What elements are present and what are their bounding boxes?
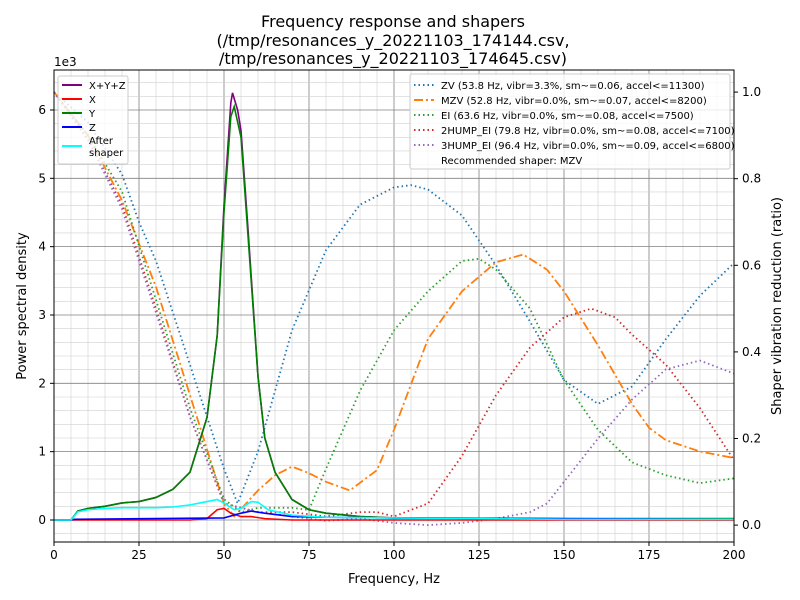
x-axis-label: Frequency, Hz — [348, 572, 440, 587]
shaper-legend-box — [409, 73, 731, 170]
axis-ticks: 0 25 50 75 100 125 150 175 200 0 1 2 3 4 5 6 0.0 0.2 0.4 0.… — [38, 85, 761, 562]
shaper-curves — [53, 91, 735, 527]
shaper-line-mzv — [53, 91, 735, 518]
legend-label: X — [89, 95, 96, 106]
legend-label: X+Y+Z — [89, 81, 126, 92]
x-tick-label: 100 — [383, 548, 406, 562]
psd-line-2 — [54, 103, 734, 521]
recommended-shaper-label: Recommended shaper: MZV — [441, 156, 582, 167]
legend-label: After — [89, 136, 114, 147]
psd-curves — [54, 92, 735, 521]
y-tick-label: 4 — [38, 240, 46, 254]
y-right-tick-label: 0.0 — [742, 518, 761, 532]
y-tick-label: 2 — [38, 376, 46, 390]
y-offset-label: 1e3 — [54, 55, 77, 69]
chart-title-line-1: Frequency response and shapers — [261, 12, 525, 31]
psd-line-4 — [54, 498, 734, 521]
x-tick-label: 175 — [638, 548, 661, 562]
x-tick-label: 0 — [50, 548, 58, 562]
shaper-line-zv — [53, 91, 735, 506]
x-tick-label: 50 — [216, 548, 231, 562]
legend-label: Y — [88, 109, 96, 120]
x-tick-label: 25 — [131, 548, 146, 562]
grid — [53, 70, 735, 542]
x-tick-label: 125 — [468, 548, 491, 562]
shaper-line-ei — [53, 91, 735, 514]
legend-label: shaper — [89, 148, 124, 159]
y-right-tick-label: 0.2 — [742, 432, 761, 446]
x-tick-label: 200 — [723, 548, 746, 562]
y-tick-label: 6 — [38, 103, 46, 117]
y-tick-label: 1 — [38, 445, 46, 459]
y-tick-label: 3 — [38, 308, 46, 322]
legend-label: MZV (52.8 Hz, vibr=0.0%, sm~=0.07, accel… — [441, 96, 707, 107]
legend-label: ZV (53.8 Hz, vibr=3.3%, sm~=0.06, accel<… — [441, 81, 705, 92]
legend-label: EI (63.6 Hz, vibr=0.0%, sm~=0.08, accel<… — [441, 111, 694, 122]
x-tick-label: 150 — [553, 548, 576, 562]
chart-title-line-2: (/tmp/resonances_y_20221103_174144.csv, — [216, 31, 569, 51]
y-right-tick-label: 0.4 — [742, 345, 761, 359]
y-right-axis-label: Shaper vibration reduction (ratio) — [770, 197, 785, 415]
legend-label: 3HUMP_EI (96.4 Hz, vibr=0.0%, sm~=0.09, … — [441, 141, 735, 152]
x-tick-label: 75 — [301, 548, 316, 562]
y-tick-label: 0 — [38, 513, 46, 527]
y-right-tick-label: 0.6 — [742, 258, 761, 272]
legend-label: 2HUMP_EI (79.8 Hz, vibr=0.0%, sm~=0.08, … — [441, 126, 735, 137]
y-right-tick-label: 1.0 — [742, 85, 761, 99]
chart-title-line-3: /tmp/resonances_y_20221103_174645.csv) — [219, 49, 567, 69]
y-tick-label: 5 — [38, 171, 46, 185]
legend-label: Z — [89, 123, 96, 134]
psd-line-1 — [54, 507, 734, 521]
y-right-tick-label: 0.8 — [742, 172, 761, 186]
shaper-legend: ZV (53.8 Hz, vibr=3.3%, sm~=0.06, accel<… — [409, 73, 735, 170]
y-axis-label: Power spectral density — [15, 232, 30, 380]
shaper-line-2hump_ei — [53, 91, 735, 518]
